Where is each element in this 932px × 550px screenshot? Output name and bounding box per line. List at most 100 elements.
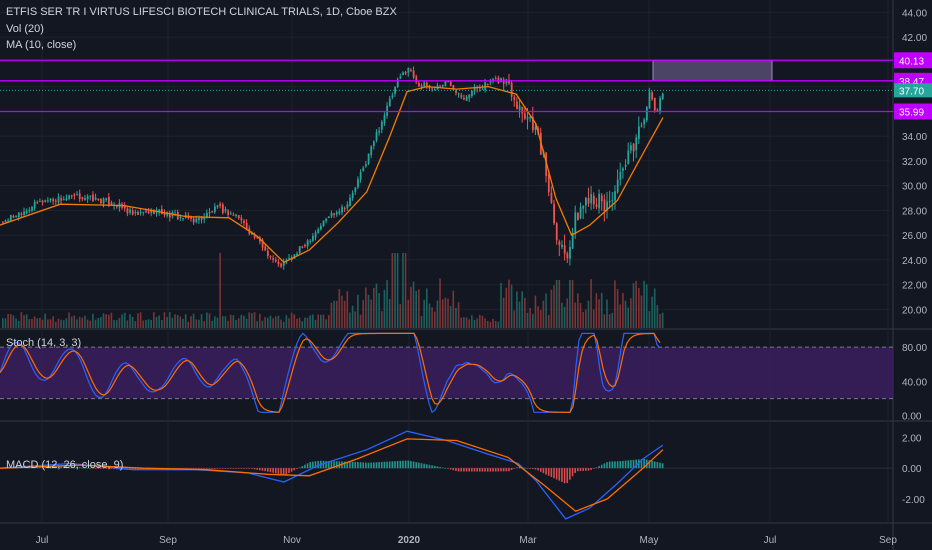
volume-bar [516, 291, 518, 328]
candle [513, 96, 516, 101]
volume-bar [399, 303, 402, 328]
volume-bar [259, 313, 261, 328]
candle [388, 98, 391, 107]
candle [600, 195, 603, 202]
candle [39, 200, 41, 202]
macd-histogram-bar [243, 468, 245, 469]
time-tick-label: Sep [159, 535, 177, 546]
time-tick-label: 2020 [398, 535, 421, 546]
candle [243, 220, 245, 224]
volume-bar [444, 297, 447, 328]
volume-bar [301, 321, 304, 328]
macd-histogram-bar [219, 468, 221, 469]
volume-bar [139, 312, 142, 328]
time-tick-label: Jul [36, 535, 49, 546]
volume-bar [362, 300, 364, 328]
stoch-legend: Stoch (14, 3, 3) [6, 337, 82, 349]
macd-histogram-bar [89, 468, 92, 469]
candle [161, 209, 163, 214]
volume-bar [184, 314, 187, 328]
volume-bar [44, 313, 46, 328]
candle [471, 90, 473, 96]
volume-bar [187, 321, 190, 328]
volume-bar [320, 314, 322, 328]
volume-bar [563, 306, 566, 328]
macd-histogram-bar [33, 467, 36, 469]
volume-bar [635, 280, 637, 328]
candle [365, 164, 367, 167]
candle [479, 87, 481, 89]
volume-bar [4, 318, 7, 328]
volume-bar [81, 317, 84, 328]
candle [452, 85, 455, 90]
volume-bar [208, 313, 211, 328]
candle [378, 130, 381, 133]
candle [163, 212, 166, 216]
macd-histogram-bar [410, 461, 412, 469]
candle [330, 212, 333, 217]
price-tick-label: 44.00 [902, 8, 927, 19]
candle [481, 88, 484, 90]
volume-bar [616, 288, 619, 328]
candle [195, 218, 198, 223]
macd-histogram-bar [256, 468, 258, 470]
volume-bar [569, 280, 571, 328]
macd-histogram-bar [463, 468, 465, 472]
volume-bar [463, 317, 465, 328]
candle [131, 210, 134, 215]
candle [256, 237, 259, 239]
candle [60, 198, 63, 201]
volume-bar [574, 302, 576, 328]
volume-bar [481, 315, 484, 328]
volume-bar [492, 318, 494, 328]
volume-bar [277, 315, 280, 328]
macd-histogram-bar [585, 468, 587, 471]
candle [190, 216, 192, 219]
macd-histogram-bar [542, 468, 545, 474]
macd-histogram-bar [304, 464, 306, 469]
volume-bar [23, 315, 25, 328]
candle [108, 196, 110, 205]
volume-bar [349, 312, 351, 328]
volume-bar [206, 312, 208, 328]
macd-histogram-bar [333, 461, 335, 469]
volume-bar [585, 309, 587, 328]
volume-bar [322, 314, 325, 328]
volume-bar [643, 280, 645, 328]
volume-bar [280, 319, 282, 328]
candle [407, 67, 410, 73]
macd-histogram-bar [343, 461, 346, 469]
volume-bar [17, 320, 20, 328]
macd-legend: MACD (12, 26, close, 9) [6, 459, 124, 471]
macd-histogram-bar [659, 462, 661, 469]
volume-bar [203, 321, 205, 328]
volume-bar [600, 292, 603, 328]
candle [494, 78, 497, 80]
volume-bar [521, 291, 523, 328]
macd-histogram-bar [139, 468, 142, 470]
volume-bar [468, 319, 470, 328]
volume-bar [638, 288, 640, 328]
macd-histogram-bar [314, 461, 317, 469]
volume-bar [12, 315, 15, 328]
macd-histogram-bar [70, 466, 73, 469]
macd-histogram-bar [195, 468, 198, 469]
volume-bar [410, 286, 412, 328]
macd-histogram-bar [94, 468, 97, 469]
volume-bar [473, 319, 476, 328]
volume-bar [415, 290, 417, 328]
candle [351, 192, 354, 199]
volume-bar [105, 314, 107, 328]
macd-histogram-bar [598, 466, 600, 469]
candle [457, 93, 460, 95]
macd-histogram-bar [306, 463, 309, 469]
candle [619, 171, 622, 180]
macd-histogram-bar [359, 462, 362, 469]
macd-histogram-bar [240, 468, 243, 469]
macd-histogram-bar [608, 461, 611, 469]
candle [237, 215, 240, 219]
macd-histogram-bar [296, 468, 298, 469]
macd-histogram-bar [481, 468, 484, 472]
volume-bar [333, 300, 335, 328]
